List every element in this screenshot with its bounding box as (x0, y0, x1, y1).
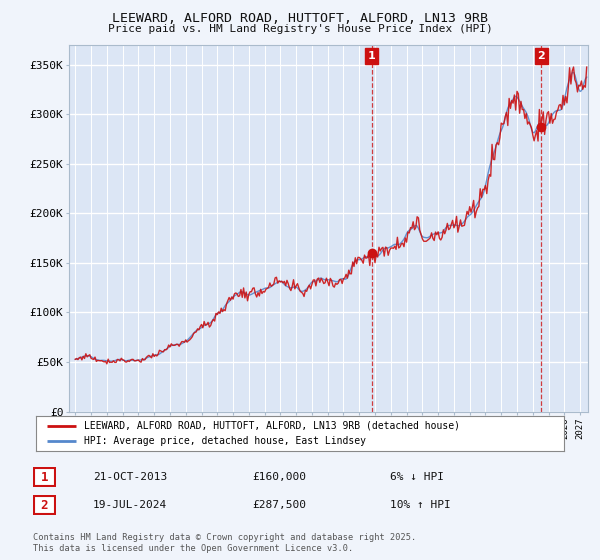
Text: £160,000: £160,000 (252, 472, 306, 482)
Text: £287,500: £287,500 (252, 500, 306, 510)
Text: HPI: Average price, detached house, East Lindsey: HPI: Average price, detached house, East… (83, 436, 365, 446)
Text: 6% ↓ HPI: 6% ↓ HPI (390, 472, 444, 482)
Text: 10% ↑ HPI: 10% ↑ HPI (390, 500, 451, 510)
Text: LEEWARD, ALFORD ROAD, HUTTOFT, ALFORD, LN13 9RB: LEEWARD, ALFORD ROAD, HUTTOFT, ALFORD, L… (112, 12, 488, 25)
Text: 2: 2 (41, 498, 48, 512)
Text: 1: 1 (368, 51, 376, 61)
Text: LEEWARD, ALFORD ROAD, HUTTOFT, ALFORD, LN13 9RB (detached house): LEEWARD, ALFORD ROAD, HUTTOFT, ALFORD, L… (83, 421, 460, 431)
Text: Price paid vs. HM Land Registry's House Price Index (HPI): Price paid vs. HM Land Registry's House … (107, 24, 493, 34)
FancyBboxPatch shape (34, 496, 55, 514)
Text: 2: 2 (538, 51, 545, 61)
Text: 19-JUL-2024: 19-JUL-2024 (93, 500, 167, 510)
Text: 1: 1 (41, 470, 48, 484)
Text: 21-OCT-2013: 21-OCT-2013 (93, 472, 167, 482)
Text: Contains HM Land Registry data © Crown copyright and database right 2025.
This d: Contains HM Land Registry data © Crown c… (33, 533, 416, 553)
FancyBboxPatch shape (34, 468, 55, 486)
